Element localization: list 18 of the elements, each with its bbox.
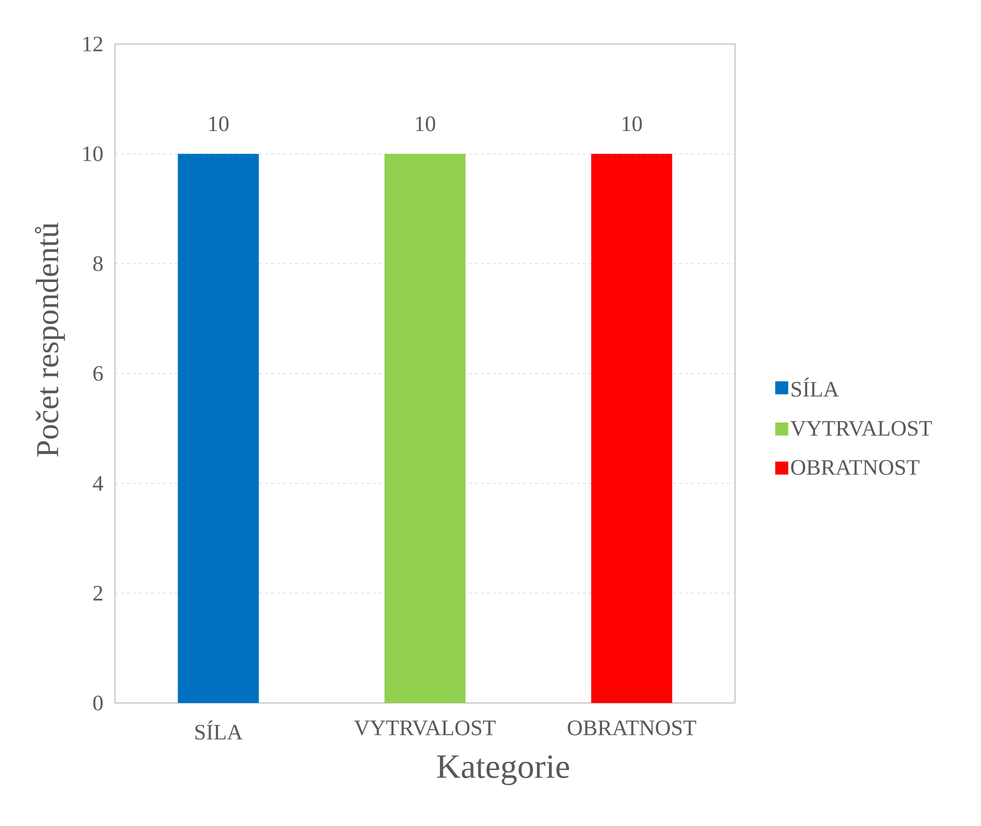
legend-label: VYTRVALOST bbox=[790, 420, 932, 436]
data-label: 10 bbox=[209, 116, 228, 132]
data-label: 10 bbox=[622, 116, 642, 132]
legend-label: SÍLA bbox=[792, 378, 839, 397]
data-label: 10 bbox=[416, 116, 436, 132]
y-tick-label: 10 bbox=[83, 146, 103, 162]
x-tick-label: OBRATNOST bbox=[568, 720, 696, 736]
y-tick-label: 0 bbox=[93, 696, 103, 710]
x-tick-label: SÍLA bbox=[195, 720, 243, 740]
y-tick-label: 6 bbox=[93, 366, 103, 381]
x-tick-label: VYTRVALOST bbox=[354, 720, 496, 736]
y-axis-title: Počet respondentů bbox=[34, 222, 65, 457]
y-tick-label: 8 bbox=[93, 256, 103, 272]
y-tick-label: 2 bbox=[93, 586, 102, 600]
x-axis-title: Kategorie bbox=[437, 755, 569, 786]
y-tick-label: 12 bbox=[83, 36, 102, 52]
legend-label: OBRATNOST bbox=[791, 460, 920, 475]
y-tick-label: 4 bbox=[92, 476, 104, 491]
